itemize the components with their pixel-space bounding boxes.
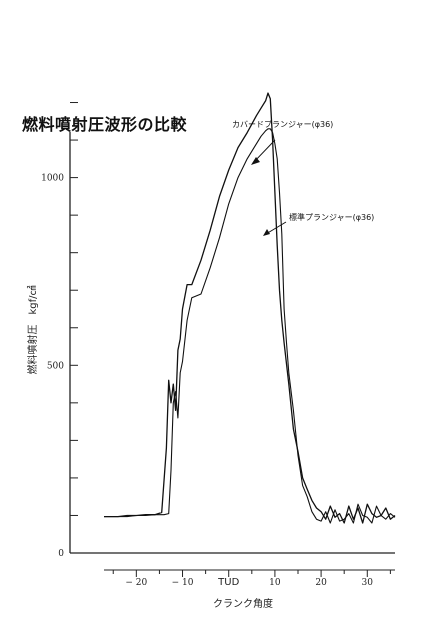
y-tick-label: 1000 xyxy=(41,174,64,184)
x-tick-label: − 20 xyxy=(125,578,147,588)
arrow-standard-plunger xyxy=(265,221,287,235)
y-tick-label: 500 xyxy=(47,361,64,371)
annotation-covered-plunger: カバードプランジャー(φ36) xyxy=(232,120,333,129)
x-tick-label: 30 xyxy=(362,578,374,588)
y-tick-label: 0 xyxy=(58,549,64,559)
arrow-head-standard xyxy=(263,229,270,236)
chart-title: 燃料噴射圧波形の比較 xyxy=(22,115,188,134)
arrow-head-covered xyxy=(251,157,260,165)
y-axis-title: 燃料噴射圧 kgf/㎠ xyxy=(26,285,39,374)
annotation-standard-plunger: 標準プランジャー(φ36) xyxy=(289,212,374,222)
x-tick-label-tud: TUD xyxy=(217,577,239,588)
series-line-0 xyxy=(104,92,396,524)
x-ticks: − 20 − 10 10 20 30 TUD xyxy=(112,570,391,588)
x-tick-label: 10 xyxy=(269,578,281,588)
series-line-1 xyxy=(104,128,396,524)
x-tick-label: − 10 xyxy=(172,578,194,588)
x-tick-label: 20 xyxy=(315,578,327,588)
x-axis-title: クランク角度 xyxy=(213,597,273,610)
y-ticks: 0 500 1000 xyxy=(41,102,78,559)
series-group xyxy=(104,92,396,524)
